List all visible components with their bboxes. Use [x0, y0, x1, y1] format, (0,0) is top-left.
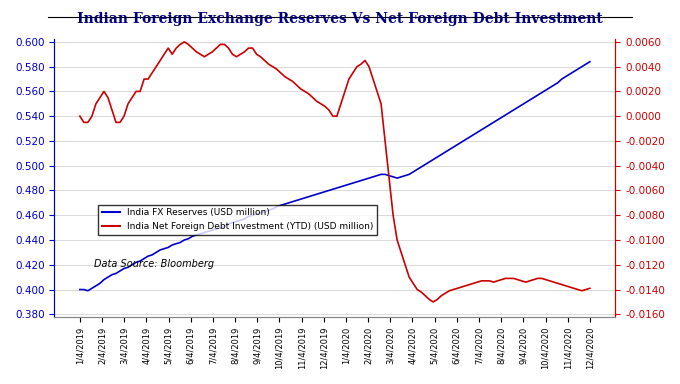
Text: Indian Foreign Exchange Reserves Vs Net Foreign Debt Investment: Indian Foreign Exchange Reserves Vs Net …	[77, 12, 603, 25]
Legend: India FX Reserves (USD million), India Net Foreign Debt Investment (YTD) (USD mi: India FX Reserves (USD million), India N…	[98, 205, 377, 235]
Text: Data Source: Bloomberg: Data Source: Bloomberg	[94, 259, 214, 269]
